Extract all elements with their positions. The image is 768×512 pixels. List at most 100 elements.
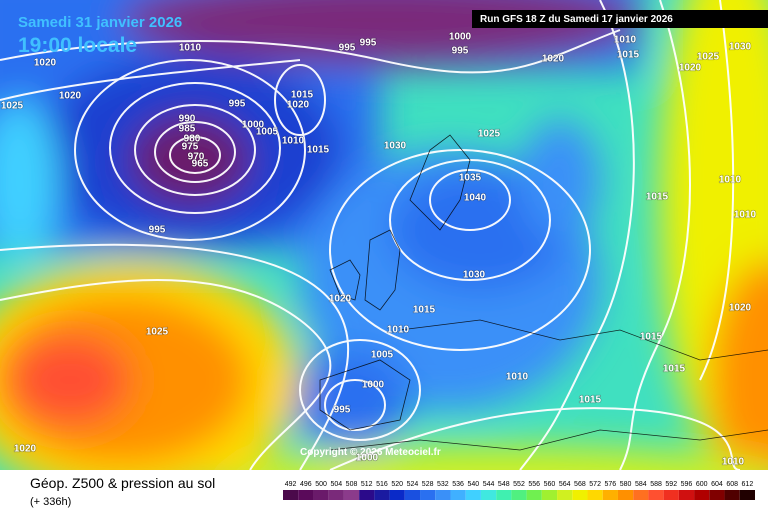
scale-label: 508 — [346, 481, 358, 488]
scale-swatch — [420, 490, 436, 500]
scale-swatch — [709, 490, 725, 500]
scale-swatch — [663, 490, 679, 500]
scale-label: 516 — [376, 481, 388, 488]
scale-label: 584 — [635, 481, 647, 488]
isobar-label: 1000 — [449, 32, 472, 43]
isobar-label: 995 — [229, 99, 246, 110]
scale-swatch — [724, 490, 740, 500]
scale-label: 548 — [498, 481, 510, 488]
isobar-label: 995 — [334, 405, 351, 416]
scale-swatch — [389, 490, 405, 500]
isobar-label: 1020 — [59, 91, 82, 102]
scale-label: 564 — [559, 481, 571, 488]
coastlines — [319, 134, 768, 451]
scale-swatch — [678, 490, 695, 500]
scale-swatch — [328, 490, 344, 500]
isobar-label: 1010 — [282, 136, 305, 147]
scale-label: 544 — [483, 481, 495, 488]
isobar-label: 1015 — [307, 145, 330, 156]
scale-label: 520 — [391, 481, 403, 488]
scale-swatch — [450, 490, 466, 500]
isobar-label: 1020 — [287, 100, 310, 111]
scale-label: 500 — [315, 481, 327, 488]
isobar-label: 1020 — [14, 444, 37, 455]
scale-swatch — [435, 490, 451, 500]
footer-title: Géop. Z500 & pression au sol — [30, 475, 215, 491]
scale-label: 496 — [300, 481, 312, 488]
scale-label: 592 — [665, 481, 677, 488]
valid-date: Samedi 31 janvier 2026 — [18, 14, 182, 31]
isobar-label: 1000 — [362, 380, 385, 391]
isobars — [0, 0, 741, 470]
isobar-label: 1020 — [34, 58, 57, 69]
isobar-label: 970 — [188, 152, 205, 163]
scale-label: 552 — [513, 481, 525, 488]
scale-swatch — [572, 490, 588, 500]
isobar-label: 1020 — [329, 294, 352, 305]
scale-swatch — [541, 490, 558, 500]
scale-label: 588 — [650, 481, 662, 488]
isobar-label: 1005 — [256, 127, 279, 138]
scale-label: 600 — [696, 481, 708, 488]
scale-label: 576 — [605, 481, 617, 488]
isobar-label: 1015 — [640, 332, 663, 343]
scale-swatch — [480, 490, 497, 500]
scale-label: 612 — [742, 481, 754, 488]
scale-swatch — [298, 490, 314, 500]
scale-swatch — [557, 490, 573, 500]
scale-swatch — [359, 490, 375, 500]
scale-label: 540 — [467, 481, 479, 488]
scale-swatch — [465, 490, 481, 500]
isobar-label: 1015 — [617, 50, 640, 61]
isobar-label: 1020 — [729, 303, 752, 314]
isobar-label: 1010 — [387, 325, 410, 336]
color-scale: 492 496 500 504 508 512 516 520 524 528 532 536 540 5… — [283, 481, 755, 500]
scale-swatch — [648, 490, 664, 500]
isobar-label: 1010 — [614, 35, 637, 46]
scale-swatch — [511, 490, 527, 500]
isobar-label: 1020 — [542, 54, 565, 65]
isobar-label: 1015 — [413, 305, 436, 316]
scale-label: 604 — [711, 481, 723, 488]
scale-swatch — [602, 490, 618, 500]
scale-label: 536 — [452, 481, 464, 488]
scale-label: 532 — [437, 481, 449, 488]
isobar-label: 990 — [179, 114, 196, 125]
scale-swatch — [343, 490, 360, 500]
scale-label: 572 — [589, 481, 601, 488]
scale-swatch — [526, 490, 542, 500]
scale-swatch — [496, 490, 512, 500]
valid-time: 19:00 locale — [18, 34, 137, 57]
isobar-label: 1015 — [663, 364, 686, 375]
scale-label: 596 — [681, 481, 693, 488]
run-bar — [472, 10, 768, 28]
scale-label: 528 — [422, 481, 434, 488]
isobar-label: 1035 — [459, 173, 482, 184]
scale-swatch — [633, 490, 649, 500]
isobar-label: 1010 — [719, 175, 742, 186]
isobar-label: 995 — [452, 46, 469, 57]
forecast-lead: (+ 336h) — [30, 496, 71, 508]
scale-label: 556 — [528, 481, 540, 488]
scale-label: 492 — [285, 481, 297, 488]
isobar-label: 1015 — [646, 192, 669, 203]
isobar-label: 980 — [184, 134, 201, 145]
isobar-label: 1000 — [356, 453, 379, 464]
isobar-label: 1030 — [729, 42, 752, 53]
isobar-label: 1010 — [734, 210, 757, 221]
isobar-label: 1010 — [506, 372, 529, 383]
isobar-label: 1025 — [478, 129, 501, 140]
scale-swatch — [587, 490, 603, 500]
isobar-label: 1000 — [242, 120, 265, 131]
scale-swatch — [694, 490, 710, 500]
isobar-label: 1025 — [146, 327, 169, 338]
scale-label: 608 — [726, 481, 738, 488]
scale-label: 580 — [620, 481, 632, 488]
scale-swatch — [739, 490, 755, 500]
isobar-label: 965 — [192, 159, 209, 170]
scale-label: 512 — [361, 481, 373, 488]
scale-swatch — [617, 490, 634, 500]
